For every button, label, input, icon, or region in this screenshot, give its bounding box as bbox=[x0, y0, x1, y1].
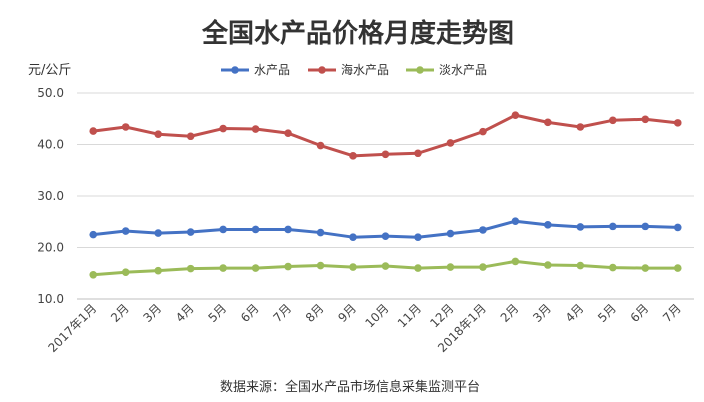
data-point bbox=[121, 123, 130, 131]
data-point bbox=[251, 264, 260, 272]
x-tick-label: 8月 bbox=[303, 301, 327, 325]
legend-label: 淡水产品 bbox=[439, 63, 487, 77]
x-tick-label: 6月 bbox=[628, 301, 652, 325]
data-point bbox=[154, 229, 162, 237]
x-tick-label: 3月 bbox=[530, 301, 554, 325]
data-point bbox=[479, 226, 487, 234]
x-tick-label: 2月 bbox=[498, 301, 522, 325]
x-tick-label: 9月 bbox=[335, 301, 359, 325]
data-point bbox=[186, 264, 195, 273]
data-point bbox=[89, 127, 98, 135]
data-point bbox=[154, 130, 162, 138]
legend: 水产品 海水产品 淡水产品 bbox=[221, 62, 487, 77]
data-point bbox=[609, 116, 617, 125]
y-axis-unit: 元/公斤 bbox=[28, 63, 71, 78]
data-point bbox=[121, 268, 130, 277]
data-point bbox=[673, 223, 682, 232]
data-point bbox=[641, 264, 650, 272]
data-point bbox=[446, 139, 455, 147]
x-tick-label: 4月 bbox=[173, 301, 197, 325]
data-point bbox=[316, 228, 325, 237]
data-point bbox=[219, 225, 227, 234]
data-point bbox=[186, 228, 195, 236]
legend-marker bbox=[416, 66, 424, 74]
data-point bbox=[544, 221, 552, 229]
x-tick-label: 2017年1月 bbox=[45, 301, 99, 355]
x-tick-label: 5月 bbox=[595, 301, 619, 325]
x-tick-label: 3月 bbox=[141, 301, 165, 325]
data-point bbox=[479, 263, 487, 271]
data-point bbox=[446, 263, 455, 271]
data-point bbox=[544, 261, 552, 269]
data-point bbox=[673, 264, 682, 272]
data-point bbox=[349, 152, 357, 160]
data-point bbox=[381, 150, 390, 159]
data-point bbox=[89, 230, 98, 239]
x-tick-label: 7月 bbox=[270, 301, 294, 325]
data-point bbox=[576, 261, 585, 270]
data-point bbox=[251, 125, 260, 133]
data-point bbox=[284, 129, 292, 137]
data-point bbox=[414, 264, 422, 272]
data-point bbox=[284, 262, 292, 271]
data-point bbox=[219, 124, 227, 133]
y-tick-label: 40.0 bbox=[37, 138, 64, 152]
data-point bbox=[284, 225, 292, 234]
y-tick-label: 20.0 bbox=[37, 241, 64, 255]
y-axis-ticks: 10.0 20.0 30.0 40.0 50.0 bbox=[37, 86, 64, 306]
data-point bbox=[479, 127, 487, 136]
data-point bbox=[414, 233, 422, 241]
data-point bbox=[186, 132, 195, 141]
x-tick-label: 10月 bbox=[362, 301, 391, 330]
x-tick-label: 6月 bbox=[238, 301, 262, 325]
series-line-1 bbox=[93, 113, 678, 158]
x-tick-label: 12月 bbox=[427, 301, 456, 330]
legend-marker bbox=[231, 66, 239, 74]
y-tick-label: 30.0 bbox=[37, 189, 64, 203]
source-note: 数据来源：全国水产品市场信息采集监测平台 bbox=[220, 379, 480, 395]
legend-marker bbox=[318, 66, 326, 74]
data-point bbox=[381, 262, 390, 270]
y-tick-label: 50.0 bbox=[37, 86, 64, 100]
data-point bbox=[576, 123, 585, 131]
data-point bbox=[316, 261, 325, 270]
data-point bbox=[251, 225, 260, 234]
x-tick-label: 4月 bbox=[563, 301, 587, 325]
x-tick-label: 7月 bbox=[660, 301, 684, 325]
gridlines bbox=[77, 92, 694, 300]
data-point bbox=[511, 257, 520, 266]
data-point bbox=[381, 232, 390, 240]
data-point bbox=[576, 223, 585, 231]
data-point bbox=[609, 222, 617, 231]
data-point bbox=[316, 141, 325, 150]
data-point bbox=[641, 222, 650, 231]
data-point bbox=[349, 233, 357, 241]
data-point bbox=[446, 229, 455, 238]
data-point bbox=[154, 266, 162, 275]
x-tick-label: 11月 bbox=[395, 301, 424, 330]
data-point bbox=[673, 119, 682, 127]
data-point bbox=[414, 149, 422, 158]
data-point bbox=[609, 263, 617, 272]
series-group bbox=[89, 111, 682, 279]
legend-label: 海水产品 bbox=[341, 62, 389, 77]
data-point bbox=[219, 264, 227, 272]
data-point bbox=[641, 115, 650, 124]
data-point bbox=[511, 217, 520, 226]
data-point bbox=[349, 263, 357, 271]
data-point bbox=[511, 111, 520, 119]
y-tick-label: 10.0 bbox=[37, 292, 64, 306]
x-tick-label: 2月 bbox=[108, 301, 132, 325]
chart-title: 全国水产品价格月度走势图 bbox=[201, 18, 514, 49]
x-tick-label: 5月 bbox=[205, 301, 229, 325]
data-point bbox=[89, 270, 98, 279]
data-point bbox=[544, 118, 552, 127]
data-point bbox=[121, 227, 130, 235]
legend-label: 水产品 bbox=[254, 63, 290, 77]
